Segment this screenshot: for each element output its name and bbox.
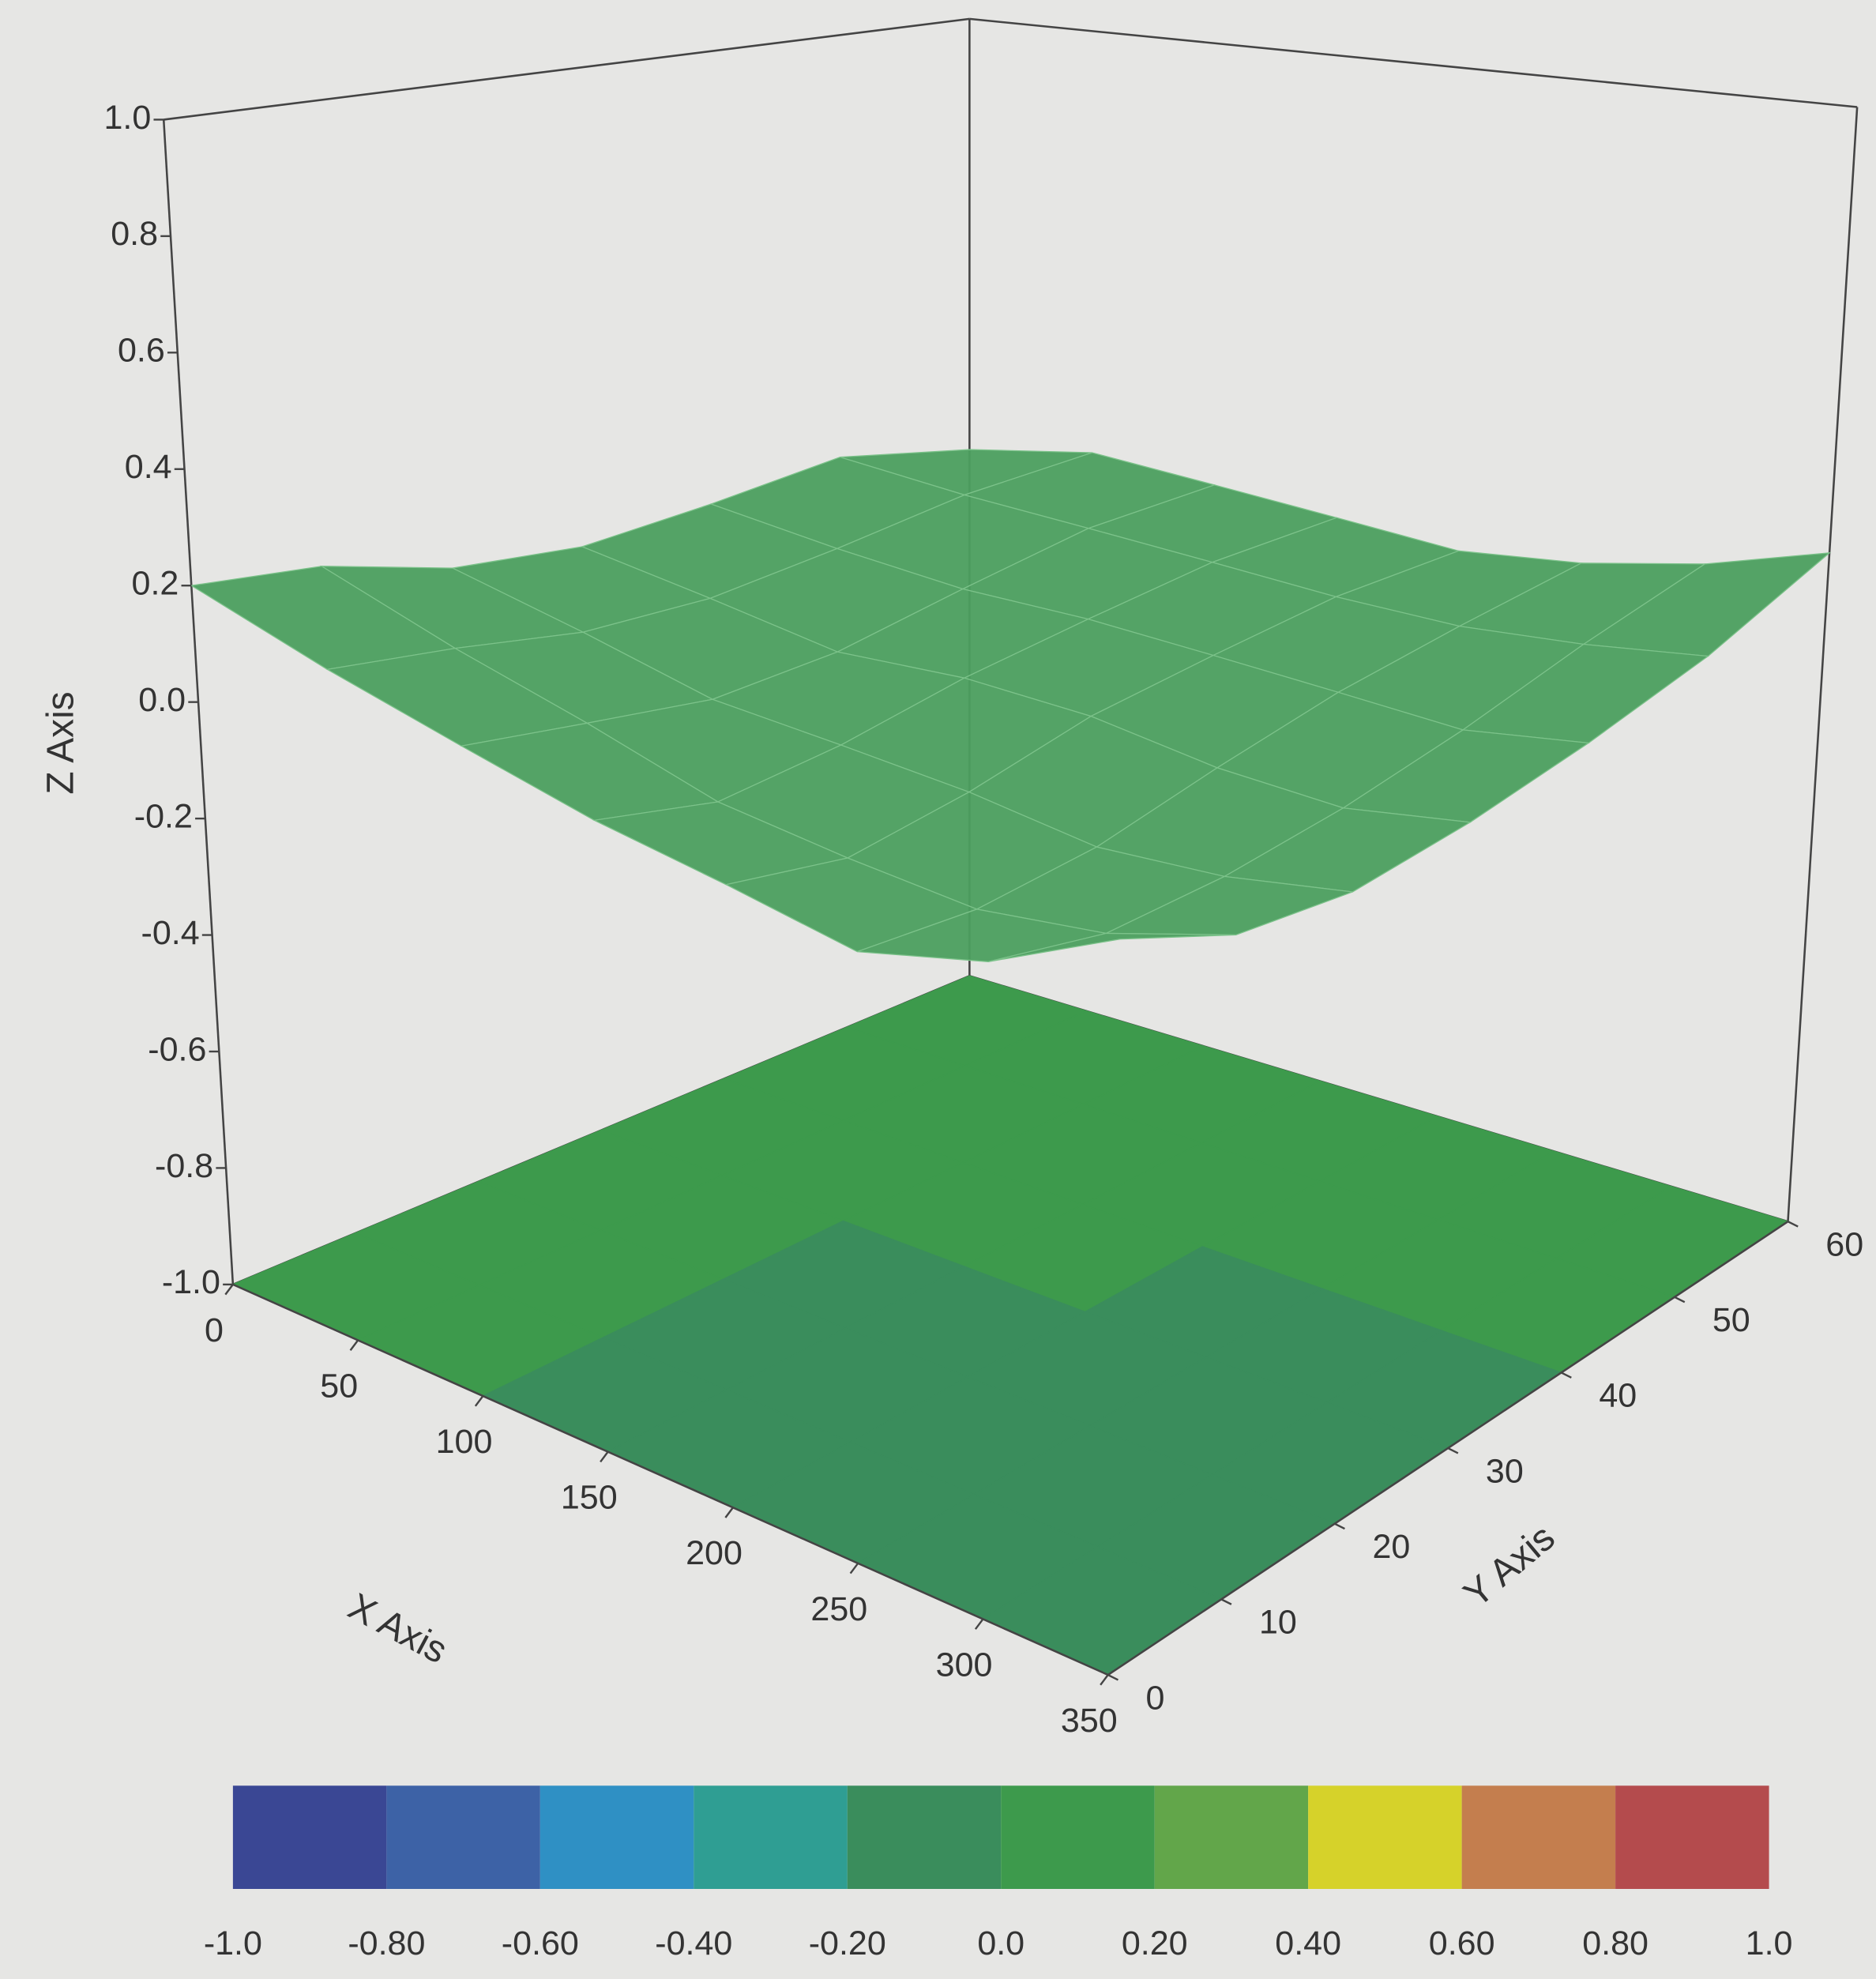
z-tick-label: 0.0: [138, 681, 186, 719]
axis-line: [969, 17, 1858, 108]
colorbar-segment: [1154, 1785, 1309, 1890]
x-tick-label: 0: [205, 1311, 224, 1349]
x-axis-title: X Axis: [341, 1586, 453, 1672]
y-tick-label: 30: [1486, 1452, 1524, 1490]
axis-line: [1787, 107, 1859, 1222]
colorbar-label: 0.20: [1122, 1924, 1188, 1962]
z-axis-title: Z Axis: [39, 691, 81, 794]
colorbar-label: -0.20: [809, 1924, 886, 1962]
y-tick: [1334, 1522, 1345, 1530]
x-tick: [224, 1284, 234, 1296]
z-tick-label: 0.8: [111, 215, 158, 253]
x-tick: [1100, 1674, 1109, 1686]
y-tick: [1220, 1598, 1232, 1605]
x-tick-label: 50: [320, 1367, 358, 1405]
z-tick-label: 0.2: [132, 565, 179, 603]
surface-cell: [987, 932, 1236, 962]
colorbar-segment: [694, 1785, 848, 1890]
x-tick: [600, 1450, 609, 1463]
z-tick-label: -0.6: [148, 1030, 206, 1068]
x-tick: [724, 1507, 734, 1518]
y-axis-title: Y Axis: [1456, 1517, 1562, 1616]
axis-line: [232, 1283, 1109, 1676]
colorbar-label: 0.80: [1582, 1924, 1649, 1962]
colorbar-segment: [386, 1785, 540, 1890]
x-tick-label: 150: [561, 1479, 618, 1517]
x-tick-label: 250: [810, 1590, 867, 1628]
colorbar-segment: [232, 1785, 387, 1890]
z-tick-label: -0.8: [155, 1147, 213, 1185]
y-tick-label: 20: [1372, 1528, 1410, 1566]
y-tick-label: 10: [1259, 1604, 1297, 1642]
z-tick-label: 0.6: [118, 332, 165, 370]
colorbar-label: -1.0: [204, 1924, 262, 1962]
colorbar-segment: [1461, 1785, 1616, 1890]
colorbar-label: 0.60: [1429, 1924, 1495, 1962]
y-tick: [1674, 1296, 1686, 1304]
colorbar-segment: [1001, 1785, 1155, 1890]
x-tick-label: 350: [1061, 1702, 1118, 1740]
y-tick: [1787, 1221, 1799, 1228]
y-tick-label: 60: [1825, 1225, 1863, 1263]
x-tick: [474, 1395, 484, 1407]
colorbar-segment: [1308, 1785, 1462, 1890]
colorbar-label: -0.80: [348, 1924, 425, 1962]
x-tick: [849, 1563, 859, 1575]
z-tick-label: -0.2: [134, 797, 193, 835]
colorbar-label: 0.40: [1275, 1924, 1341, 1962]
x-tick-label: 100: [436, 1423, 493, 1461]
colorbar-label: 0.0: [977, 1924, 1024, 1962]
y-tick: [1561, 1371, 1572, 1379]
colorbar-label: -0.60: [502, 1924, 579, 1962]
axis-line: [164, 17, 970, 121]
y-tick-label: 40: [1599, 1377, 1637, 1415]
colorbar-segment: [1615, 1785, 1769, 1890]
x-tick: [974, 1618, 984, 1630]
y-tick-label: 50: [1712, 1301, 1750, 1339]
x-tick-label: 300: [936, 1646, 993, 1684]
x-tick: [349, 1339, 359, 1351]
y-tick-label: 0: [1146, 1679, 1165, 1717]
colorbar-segment: [847, 1785, 1002, 1890]
z-tick-label: 1.0: [103, 99, 151, 137]
colorbar-label: -0.40: [655, 1924, 732, 1962]
z-tick-label: -0.4: [141, 914, 200, 952]
z-tick-label: -1.0: [162, 1263, 220, 1301]
z-tick-label: 0.4: [125, 448, 172, 486]
y-tick: [1107, 1673, 1119, 1681]
colorbar-label: 1.0: [1746, 1924, 1793, 1962]
plot: Z Axis X Axis Y Axis -1.0 -0.8 -0.6 -0.4 -0.…: [39, 17, 1863, 1962]
x-tick-label: 200: [686, 1534, 743, 1572]
colorbar-segment: [539, 1785, 694, 1890]
y-tick: [1447, 1447, 1459, 1454]
